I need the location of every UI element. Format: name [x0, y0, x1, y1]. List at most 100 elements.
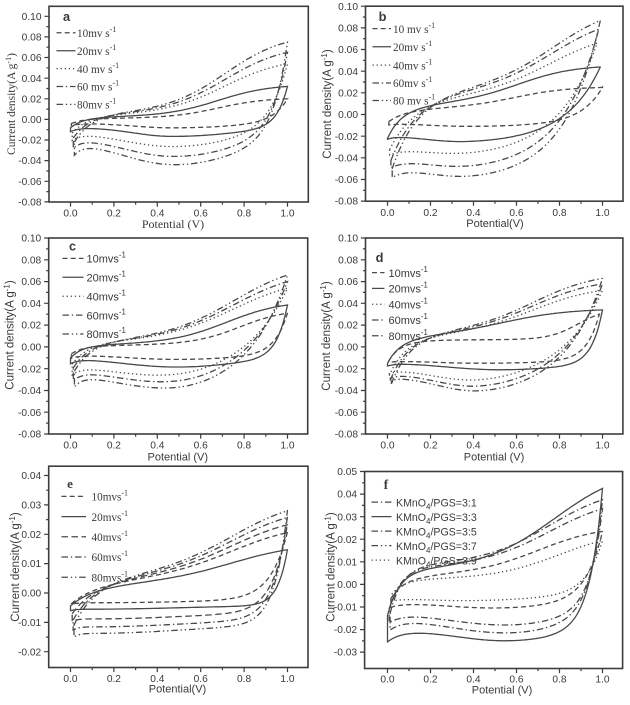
svg-text:0.10: 0.10	[21, 234, 41, 245]
svg-text:Potential (V): Potential (V)	[472, 685, 533, 697]
svg-text:0.6: 0.6	[194, 674, 208, 685]
svg-text:-0.08: -0.08	[335, 197, 359, 208]
svg-text:60mvs-1: 60mvs-1	[389, 312, 428, 327]
svg-text:0.04: 0.04	[338, 67, 358, 78]
svg-text:-0.02: -0.02	[18, 364, 42, 375]
svg-text:Potential(V): Potential(V)	[466, 218, 523, 230]
svg-text:0.00: 0.00	[338, 343, 358, 354]
svg-text:0.10: 0.10	[338, 234, 358, 245]
svg-text:1.0: 1.0	[595, 441, 609, 452]
svg-text:Current density(A g-1): Current density(A g-1)	[4, 53, 18, 155]
svg-text:-0.02: -0.02	[335, 364, 359, 375]
svg-text:a: a	[63, 9, 71, 24]
svg-text:0.04: 0.04	[21, 299, 41, 310]
svg-text:0.8: 0.8	[552, 441, 566, 452]
svg-text:KMnO4/PGS=3:3: KMnO4/PGS=3:3	[396, 512, 477, 526]
svg-text:-0.02: -0.02	[335, 132, 359, 143]
svg-text:0.2: 0.2	[423, 208, 437, 219]
svg-text:-0.04: -0.04	[18, 156, 42, 167]
svg-text:-0.08: -0.08	[18, 430, 42, 441]
svg-text:0.2: 0.2	[107, 674, 121, 685]
svg-text:0.08: 0.08	[22, 33, 42, 44]
svg-text:0.08: 0.08	[338, 24, 358, 35]
svg-text:0.04: 0.04	[22, 74, 42, 85]
svg-text:0.10: 0.10	[22, 12, 42, 23]
svg-text:0.4: 0.4	[150, 674, 164, 685]
svg-text:10mvs-1: 10mvs-1	[389, 265, 428, 280]
svg-text:0.2: 0.2	[107, 441, 121, 452]
svg-text:Potential (V): Potential (V)	[142, 217, 204, 231]
svg-text:0.10: 0.10	[338, 2, 358, 13]
svg-text:0.01: 0.01	[337, 557, 357, 568]
svg-text:0.0: 0.0	[380, 675, 394, 686]
svg-text:0.02: 0.02	[338, 88, 358, 99]
svg-text:0.4: 0.4	[150, 441, 164, 452]
svg-text:0.6: 0.6	[509, 441, 523, 452]
svg-text:10 mv s-1: 10 mv s-1	[393, 21, 435, 36]
svg-text:Potential(V): Potential(V)	[149, 684, 206, 696]
svg-text:0.00: 0.00	[21, 343, 41, 354]
svg-text:60 mv s-1: 60 mv s-1	[77, 79, 119, 94]
svg-text:Potential (V): Potential (V)	[148, 452, 209, 464]
svg-text:0.2: 0.2	[107, 209, 121, 220]
svg-text:Current density(A g-1): Current density(A g-1)	[320, 49, 334, 159]
svg-text:60mvs-1: 60mvs-1	[92, 549, 129, 564]
svg-text:80mvs-1: 80mvs-1	[87, 326, 126, 341]
svg-text:0.0: 0.0	[63, 441, 77, 452]
svg-text:10mv s-1: 10mv s-1	[77, 25, 116, 40]
svg-text:1.0: 1.0	[595, 675, 609, 686]
svg-text:d: d	[376, 250, 384, 265]
svg-text:40mvs-1: 40mvs-1	[389, 296, 428, 311]
svg-text:Current density(A g-1): Current density(A g-1)	[324, 512, 338, 622]
svg-text:0.05: 0.05	[337, 467, 357, 478]
svg-text:1.0: 1.0	[280, 674, 294, 685]
svg-text:-0.02: -0.02	[334, 625, 358, 636]
svg-text:40mv s-1: 40mv s-1	[393, 57, 432, 72]
svg-text:KMnO4/PGS=3:5: KMnO4/PGS=3:5	[396, 526, 477, 540]
svg-text:-0.02: -0.02	[18, 136, 42, 147]
svg-text:60mv s-1: 60mv s-1	[393, 75, 432, 90]
svg-text:0.02: 0.02	[22, 94, 42, 105]
svg-text:0.00: 0.00	[21, 589, 41, 600]
svg-text:0.6: 0.6	[194, 441, 208, 452]
svg-text:0.03: 0.03	[337, 512, 357, 523]
svg-text:0.00: 0.00	[338, 110, 358, 121]
svg-text:0.02: 0.02	[337, 535, 357, 546]
svg-text:0.0: 0.0	[380, 208, 394, 219]
svg-text:0.0: 0.0	[380, 441, 394, 452]
svg-text:20mvs-1: 20mvs-1	[389, 281, 428, 296]
svg-text:10mvs-1: 10mvs-1	[87, 251, 126, 266]
svg-text:-0.06: -0.06	[335, 175, 359, 186]
svg-text:Current density(A g-1): Current density(A g-1)	[8, 512, 22, 622]
svg-text:Current density(A g-1): Current density(A g-1)	[319, 281, 333, 391]
svg-text:0.06: 0.06	[338, 45, 358, 56]
svg-text:0.06: 0.06	[21, 277, 41, 288]
svg-text:0.4: 0.4	[466, 208, 480, 219]
svg-text:0.8: 0.8	[237, 441, 251, 452]
svg-text:20mvs-1: 20mvs-1	[92, 509, 129, 524]
svg-text:80mv s-1: 80mv s-1	[77, 97, 116, 112]
svg-text:1.0: 1.0	[595, 208, 609, 219]
svg-text:0.00: 0.00	[337, 580, 357, 591]
svg-text:40 mv s-1: 40 mv s-1	[77, 61, 119, 76]
svg-text:0.6: 0.6	[509, 675, 523, 686]
svg-text:0.08: 0.08	[338, 255, 358, 266]
svg-text:-0.08: -0.08	[335, 430, 359, 441]
svg-text:0.00: 0.00	[22, 115, 42, 126]
svg-text:-0.02: -0.02	[18, 647, 42, 658]
svg-text:20mvs-1: 20mvs-1	[87, 270, 126, 285]
svg-text:0.4: 0.4	[466, 441, 480, 452]
svg-text:KMnO4/PGS=3:7: KMnO4/PGS=3:7	[396, 541, 477, 555]
svg-text:-0.01: -0.01	[334, 603, 358, 614]
svg-text:0.8: 0.8	[237, 674, 251, 685]
svg-text:-0.06: -0.06	[18, 177, 42, 188]
svg-text:c: c	[69, 240, 76, 254]
svg-text:80 mv s-1: 80 mv s-1	[393, 93, 435, 108]
svg-text:0.04: 0.04	[337, 490, 357, 501]
svg-text:b: b	[379, 9, 387, 24]
svg-text:-0.04: -0.04	[335, 153, 359, 164]
svg-text:0.8: 0.8	[552, 675, 566, 686]
svg-text:0.04: 0.04	[21, 471, 41, 482]
svg-text:0.06: 0.06	[22, 53, 42, 64]
svg-text:0.04: 0.04	[338, 299, 358, 310]
